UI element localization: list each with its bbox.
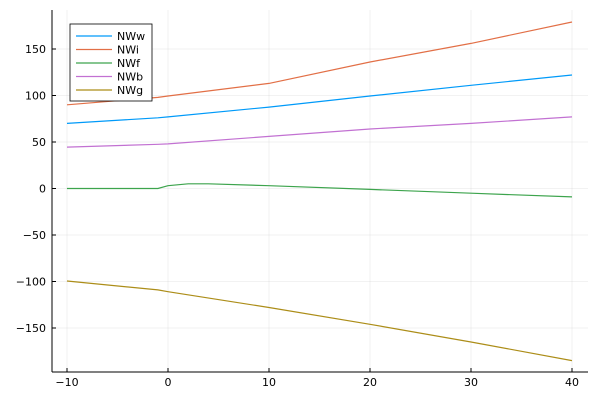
y-tick-label: 50	[32, 136, 46, 149]
x-tick-label: 0	[165, 376, 172, 389]
series-line-nwi	[66, 21, 573, 106]
y-tick-label: −150	[16, 322, 46, 335]
legend-label: NWi	[117, 44, 139, 57]
x-tick-label: 40	[565, 376, 579, 389]
y-tick-label: −50	[23, 229, 46, 242]
y-tick-label: −100	[16, 276, 46, 289]
y-tick-label: 0	[39, 183, 46, 196]
legend-label: NWg	[117, 84, 143, 97]
legend-label: NWb	[117, 71, 143, 84]
x-tick-label: −10	[55, 376, 78, 389]
legend-label: NWf	[117, 57, 141, 70]
y-tick-label: 150	[25, 43, 46, 56]
x-tick-label: 30	[464, 376, 478, 389]
series-lines	[66, 21, 573, 362]
legend-label: NWw	[117, 30, 145, 43]
series-line-nwb	[66, 116, 573, 148]
series-line-nwg	[66, 280, 573, 362]
x-tick-label: 10	[262, 376, 276, 389]
series-line-nww	[66, 74, 573, 124]
y-tick-label: 100	[25, 90, 46, 103]
series-line-nwf	[67, 183, 573, 198]
x-tick-label: 20	[363, 376, 377, 389]
